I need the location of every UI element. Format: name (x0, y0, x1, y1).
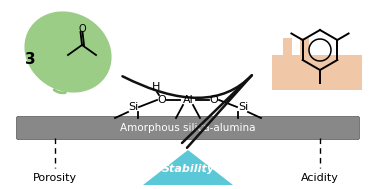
Polygon shape (143, 150, 233, 185)
Text: O: O (79, 24, 86, 34)
Text: Amorphous silica-alumina: Amorphous silica-alumina (120, 123, 256, 133)
Text: Si: Si (238, 102, 248, 112)
FancyBboxPatch shape (17, 116, 359, 139)
Text: Stability: Stability (161, 164, 215, 174)
Text: Porosity: Porosity (33, 173, 77, 183)
Text: O: O (158, 95, 166, 105)
Text: Acidity: Acidity (301, 173, 339, 183)
Text: Al: Al (183, 95, 193, 105)
Text: O: O (210, 95, 218, 105)
Polygon shape (272, 38, 362, 90)
Text: Si: Si (128, 102, 138, 112)
Text: H: H (152, 82, 160, 92)
Ellipse shape (24, 11, 112, 93)
Text: 3: 3 (25, 53, 35, 67)
